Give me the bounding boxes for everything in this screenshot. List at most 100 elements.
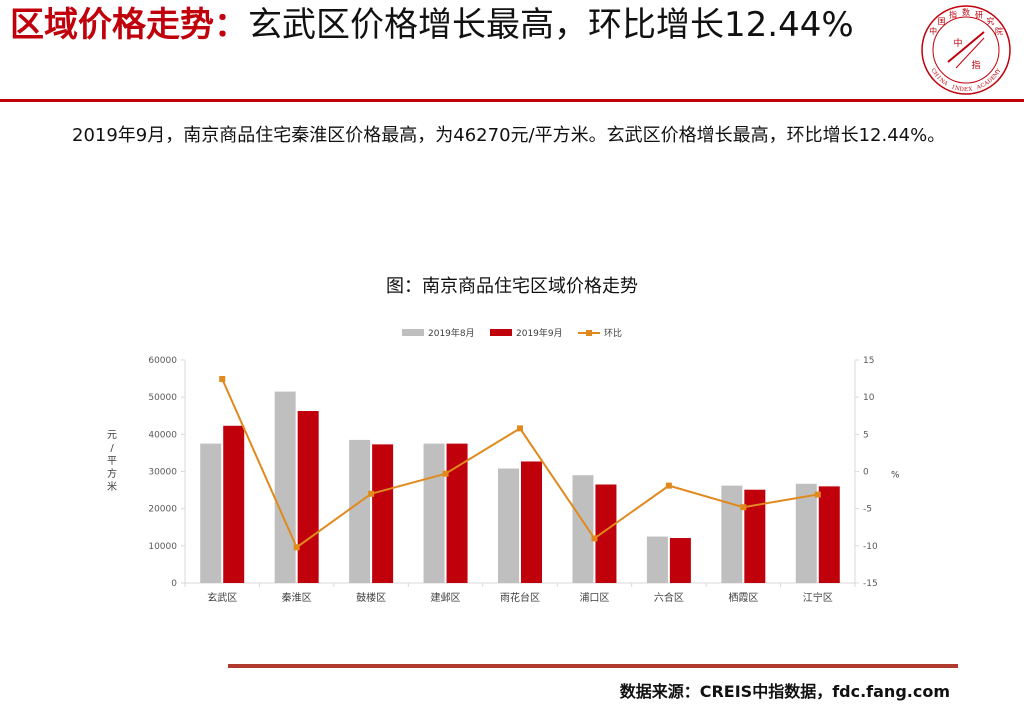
y-tick-label: 60000 <box>148 356 177 366</box>
legend-swatch <box>490 329 512 336</box>
x-tick-label: 玄武区 <box>207 591 237 604</box>
logo-center-char: 指 <box>971 59 980 71</box>
y-tick-label: 40000 <box>148 430 177 440</box>
logo-english-char: E <box>990 75 997 82</box>
y2-tick-label: -10 <box>863 542 878 552</box>
legend-swatch <box>402 329 424 336</box>
legend-label: 环比 <box>604 327 622 339</box>
bar-sep <box>521 461 542 583</box>
mom-point <box>591 535 598 542</box>
bar-sep <box>595 484 617 583</box>
y-axis-label-char: 平 <box>107 456 117 467</box>
mom-point <box>219 376 226 383</box>
bar-aug <box>349 439 371 583</box>
bar-aug <box>795 483 817 583</box>
mom-point <box>517 425 523 432</box>
bar-aug <box>274 391 296 583</box>
footer-divider <box>228 664 958 668</box>
logo-english-char: C <box>929 68 936 75</box>
logo-english-char: A <box>975 84 983 92</box>
price-chart: 0 10000 20000 30000 40000 50000 60000 -15 -10 -5 0… <box>107 327 900 604</box>
x-tick-label: 栖霞区 <box>728 591 758 604</box>
y-tick-label: 0 <box>171 579 177 589</box>
y-axis-label-char: 元 <box>107 430 117 441</box>
mom-point <box>368 490 375 497</box>
logo-slash <box>947 31 985 63</box>
x-tick-label: 鼓楼区 <box>356 591 386 604</box>
mom-point <box>442 470 449 477</box>
x-tick-label: 浦口区 <box>579 591 609 604</box>
bar-aug <box>721 485 743 583</box>
title-highlight: 区域价格走势： <box>10 5 248 45</box>
legend-label: 2019年8月 <box>428 327 475 339</box>
bar-sep <box>223 425 245 583</box>
bar-aug <box>200 443 222 583</box>
y2-tick-label: -15 <box>863 579 878 589</box>
y2-axis-label: % <box>891 471 900 481</box>
logo-center-mark: 中指 <box>947 31 985 71</box>
logo-center-char: 中 <box>953 37 962 49</box>
logo-english-char: I <box>951 85 955 91</box>
y-axis-label-char: 米 <box>107 480 117 493</box>
mom-point <box>293 544 300 551</box>
logo-ring-text: 中国指数研究院CHINA I ND E X ACADEMY <box>929 7 1003 93</box>
bar-sep <box>372 444 394 583</box>
y-tick-label: 20000 <box>148 505 177 515</box>
mom-point <box>740 504 747 511</box>
logo-char: 院 <box>995 26 1003 36</box>
legend-swatch-marker <box>586 330 592 336</box>
logo-english-char: X <box>968 87 973 93</box>
logo-char: 国 <box>938 17 946 26</box>
bar-sep <box>669 538 691 583</box>
x-tick-label: 江宁区 <box>803 591 833 604</box>
logo-english-char: N <box>954 86 960 93</box>
logo-char: 数 <box>962 7 970 17</box>
bar-aug <box>646 536 668 583</box>
y-axis-label-char: / <box>110 443 114 454</box>
logo-english-char: A <box>941 80 949 88</box>
mom-point <box>665 482 672 489</box>
summary-paragraph: 2019年9月，南京商品住宅秦淮区价格最高，为46270元/平方米。玄武区价格增… <box>72 125 946 146</box>
academy-logo: 中国指数研究院CHINA I ND E X ACADEMY 中指 <box>921 5 1011 95</box>
logo-char: 指 <box>949 9 957 19</box>
bar-aug <box>498 468 519 583</box>
data-source: 数据来源：CREIS中指数据，fdc.fang.com <box>619 682 950 701</box>
y-axis-label-char: 方 <box>107 467 117 480</box>
mom-point <box>814 491 821 498</box>
logo-english-char: E <box>964 87 968 93</box>
y2-tick-label: 5 <box>863 430 869 440</box>
x-tick-label: 秦淮区 <box>282 591 312 604</box>
logo-english-char: M <box>992 70 1000 78</box>
logo-english-char: H <box>932 71 940 79</box>
y2-tick-label: 10 <box>863 393 875 403</box>
bar-sep <box>744 489 766 583</box>
logo-char: 中 <box>929 26 937 36</box>
logo-slash <box>955 37 985 69</box>
logo-english-char: D <box>987 77 995 85</box>
logo-english-char: I <box>935 75 941 81</box>
y-tick-label: 50000 <box>148 393 177 403</box>
bar-aug <box>423 443 445 583</box>
x-tick-label: 建邺区 <box>431 591 461 604</box>
y2-tick-label: 15 <box>863 356 874 366</box>
bar-sep <box>818 486 840 583</box>
title-rest: 玄武区价格增长最高，环比增长12.44% <box>248 5 854 45</box>
y2-tick-label: -5 <box>863 505 872 515</box>
logo-english-char: C <box>980 82 986 89</box>
page-title: 区域价格走势：玄武区价格增长最高，环比增长12.44% <box>10 4 910 47</box>
legend-label: 2019年9月 <box>516 327 563 339</box>
chart-title: 图：南京商品住宅区域价格走势 <box>386 276 638 297</box>
x-tick-label: 雨花台区 <box>500 591 540 604</box>
logo-english-char: N <box>938 77 946 85</box>
y-tick-label: 30000 <box>148 468 177 478</box>
logo-char: 究 <box>986 16 994 26</box>
bar-aug <box>572 475 594 583</box>
logo-char: 研 <box>975 10 983 19</box>
logo-english-char: D <box>959 87 965 94</box>
logo-english-char: Y <box>995 68 1003 75</box>
header-divider <box>0 99 1024 102</box>
bar-sep <box>297 411 319 583</box>
y-tick-label: 10000 <box>148 542 177 552</box>
y2-tick-label: 0 <box>863 468 869 478</box>
bar-sep <box>446 443 468 583</box>
